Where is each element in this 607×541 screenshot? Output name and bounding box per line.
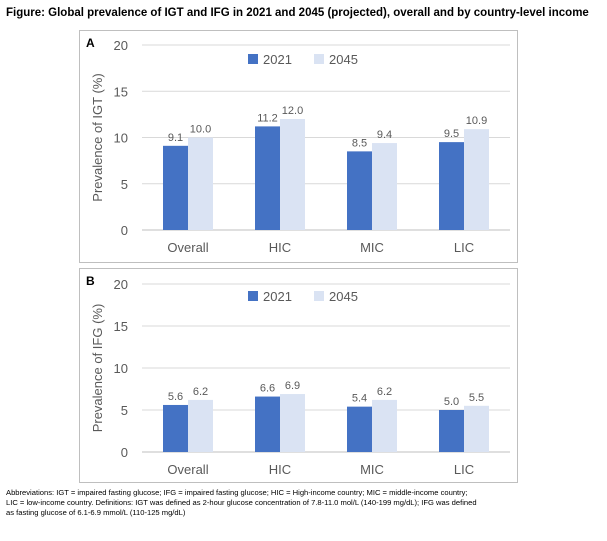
chart-a-panel-label: A — [86, 36, 95, 50]
chart-b-y-tick-label: 10 — [114, 361, 128, 376]
chart-a-bar-overall-2021 — [163, 145, 188, 230]
chart-b-y-tick-label: 0 — [121, 445, 128, 460]
chart-b-legend-label-2021: 2021 — [263, 289, 292, 304]
chart-b-y-tick-label: 20 — [114, 277, 128, 292]
chart-a-x-tick-label: LIC — [454, 240, 474, 255]
chart-panel-a: A 0 5 10 15 20 Prevalence of IGT (%) 2021 2045 9.… — [79, 30, 518, 263]
chart-b-x-tick-label: HIC — [269, 462, 291, 477]
chart-a-data-label: 8.5 — [352, 137, 367, 149]
chart-a-y-tick-label: 10 — [114, 131, 128, 146]
chart-a-data-label: 9.4 — [377, 129, 392, 141]
chart-a-data-label: 12.0 — [282, 105, 303, 117]
chart-b-data-label: 5.0 — [444, 396, 459, 408]
chart-b-panel-label: B — [86, 274, 95, 288]
chart-b-x-tick-label: LIC — [454, 462, 474, 477]
chart-a-x-tick-label: Overall — [167, 240, 208, 255]
footnote-line-1: Abbreviations: IGT = impaired fasting gl… — [6, 488, 468, 497]
chart-a-y-tick-label: 15 — [114, 84, 128, 99]
chart-b-bar-overall-2045 — [188, 399, 213, 452]
chart-b-y-tick-label: 5 — [121, 403, 128, 418]
chart-a-bar-overall-2045 — [188, 137, 213, 230]
chart-b-data-label: 5.4 — [352, 393, 367, 405]
chart-b-x-tick-label: Overall — [167, 462, 208, 477]
chart-b-data-label: 6.9 — [285, 380, 300, 392]
chart-a-x-tick-label: MIC — [360, 240, 384, 255]
chart-b-bar-lic-2045 — [464, 405, 489, 452]
chart-a-data-label: 10.0 — [190, 124, 211, 136]
chart-a-legend-swatch-2045 — [314, 54, 324, 64]
chart-a-bar-mic-2021 — [347, 151, 372, 230]
chart-b-x-tick-label: MIC — [360, 462, 384, 477]
chart-a-bar-hic-2021 — [255, 126, 280, 230]
chart-b-bar-mic-2045 — [372, 399, 397, 452]
chart-a-y-tick-label: 20 — [114, 38, 128, 53]
footnote-line-2: LIC = low-income country. Definitions: I… — [6, 498, 477, 508]
chart-a-y-tick-label: 0 — [121, 223, 128, 238]
chart-a-data-label: 9.1 — [168, 132, 183, 144]
chart-a-y-axis-label: Prevalence of IGT (%) — [90, 73, 105, 201]
chart-a-legend-swatch-2021 — [248, 54, 258, 64]
chart-b-y-axis-label: Prevalence of IFG (%) — [90, 304, 105, 433]
chart-a-data-label: 11.2 — [257, 112, 278, 124]
chart-a-legend-label-2045: 2045 — [329, 52, 358, 67]
chart-b-data-label: 5.5 — [469, 392, 484, 404]
chart-b-bar-lic-2021 — [439, 410, 464, 452]
chart-b-y-tick-label: 15 — [114, 319, 128, 334]
chart-a-data-label: 10.9 — [466, 115, 487, 127]
footnote: Abbreviations: IGT = impaired fasting gl… — [6, 488, 606, 519]
chart-b-data-label: 6.2 — [377, 386, 392, 398]
chart-b-svg: B 0 5 10 15 20 Prevalence of IFG (%) 2021 2045 5.… — [86, 274, 510, 477]
chart-a-bar-hic-2045 — [280, 119, 305, 230]
chart-b-legend-swatch-2021 — [248, 291, 258, 301]
chart-b-legend-swatch-2045 — [314, 291, 324, 301]
chart-b-bar-overall-2021 — [163, 404, 188, 452]
chart-a-bar-lic-2021 — [439, 142, 464, 230]
chart-a-data-label: 9.5 — [444, 128, 459, 140]
chart-a-svg: A 0 5 10 15 20 Prevalence of IGT (%) 2021 2045 9.… — [86, 36, 510, 255]
chart-b-data-label: 5.6 — [168, 391, 183, 403]
chart-b-bar-hic-2045 — [280, 394, 305, 452]
chart-b-bar-mic-2021 — [347, 406, 372, 452]
chart-b-legend-label-2045: 2045 — [329, 289, 358, 304]
footnote-line-3: as fasting glucose of 6.1-6.9 mmol/L (11… — [6, 508, 186, 518]
chart-a-bar-mic-2045 — [372, 143, 397, 230]
figure-title: Figure: Global prevalence of IGT and IFG… — [6, 7, 589, 19]
chart-a-bar-lic-2045 — [464, 129, 489, 230]
chart-b-data-label: 6.6 — [260, 383, 275, 395]
chart-panel-b: B 0 5 10 15 20 Prevalence of IFG (%) 2021 2045 5.… — [79, 268, 518, 483]
chart-a-y-tick-label: 5 — [121, 177, 128, 192]
chart-a-x-tick-label: HIC — [269, 240, 291, 255]
chart-b-data-label: 6.2 — [193, 386, 208, 398]
chart-a-legend-label-2021: 2021 — [263, 52, 292, 67]
chart-b-bar-hic-2021 — [255, 396, 280, 452]
